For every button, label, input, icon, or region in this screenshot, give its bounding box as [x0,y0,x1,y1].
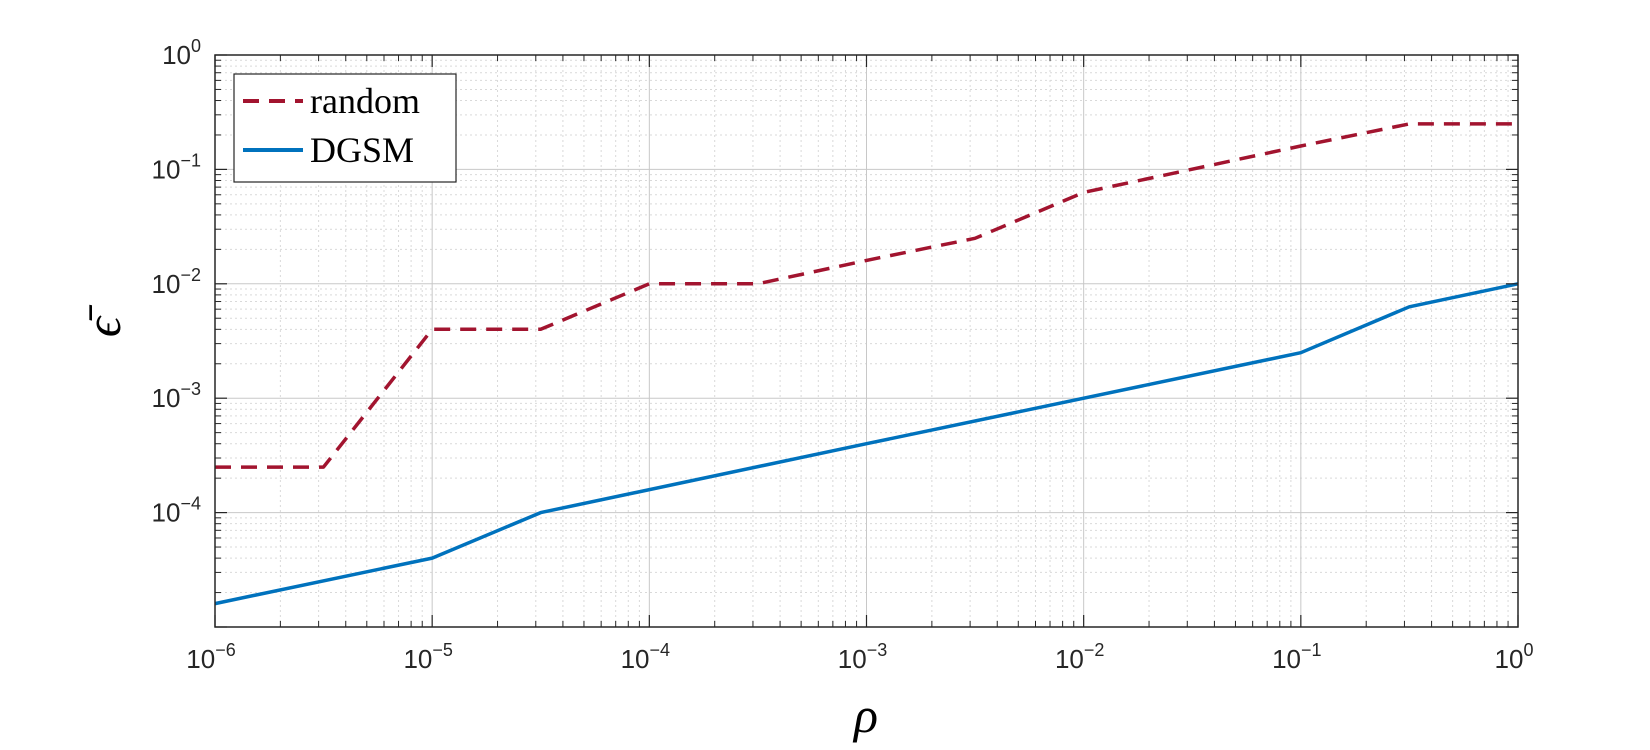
y-tick-label: 100 [162,36,201,70]
x-tick-exponent: −1 [1301,640,1322,660]
series-line-dgsm [214,282,1519,606]
y-tick-base: 10 [162,40,191,70]
x-tick-base: 10 [838,644,867,674]
x-tick-base: 10 [186,644,215,674]
x-tick-label: 10−3 [838,640,887,674]
y-tick-label: 10−1 [152,150,201,184]
y-tick-base: 10 [152,498,181,528]
x-tick-exponent: −2 [1084,640,1105,660]
x-tick-base: 10 [403,644,432,674]
x-tick-label: 10−5 [403,640,452,674]
y-tick-label: 10−3 [152,379,201,413]
y-tick-base: 10 [152,154,181,184]
x-tick-base: 10 [621,644,650,674]
legend-box [233,73,457,183]
y-tick-label: 10−4 [152,494,201,528]
series-layer [214,122,1519,606]
x-tick-exponent: 0 [1523,640,1533,660]
y-tick-exponent: −2 [180,265,201,285]
x-tick-base: 10 [1272,644,1301,674]
x-tick-label: 10−6 [186,640,235,674]
y-axis-label: ϵ̄ [75,304,131,337]
y-tick-base: 10 [152,269,181,299]
y-tick-base: 10 [152,383,181,413]
x-axis-label: ρ [852,687,878,743]
x-tick-exponent: −4 [650,640,671,660]
y-tick-label: 10−2 [152,265,201,299]
x-tick-label: 10−1 [1272,640,1321,674]
x-tick-label: 100 [1495,640,1534,674]
plot-frame [214,54,1519,628]
legend-label-dgsm: DGSM [310,130,414,170]
x-tick-label: 10−2 [1055,640,1104,674]
y-tick-exponent: 0 [191,36,201,56]
legend: random DGSM [233,73,457,183]
legend-label-random: random [310,81,420,121]
x-tick-labels: 10−6 10−5 10−4 10−3 10−2 10−1 100 [186,640,1533,674]
series-line-random [215,122,1518,469]
x-tick-exponent: −6 [215,640,236,660]
y-tick-exponent: −1 [180,150,201,170]
y-tick-exponent: −4 [180,494,201,514]
y-tick-exponent: −3 [180,379,201,399]
x-tick-label: 10−4 [621,640,670,674]
x-tick-exponent: −5 [432,640,453,660]
x-tick-base: 10 [1055,644,1084,674]
x-tick-exponent: −3 [867,640,888,660]
x-tick-base: 10 [1495,644,1524,674]
